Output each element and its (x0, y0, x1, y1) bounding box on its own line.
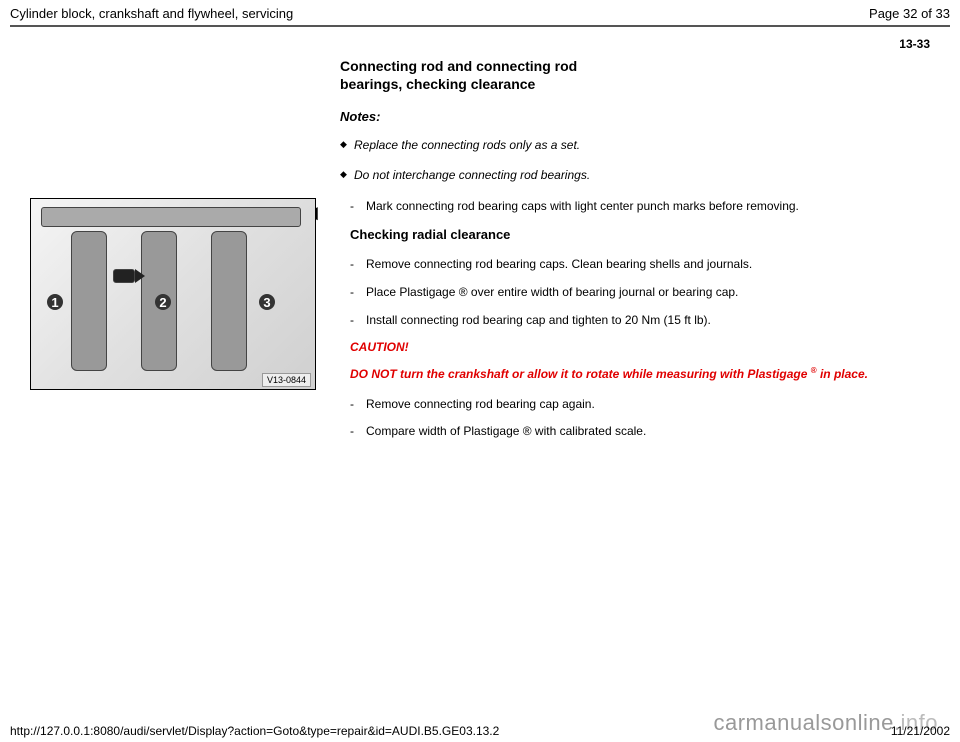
dash-item: Compare width of Plastigage ® with calib… (350, 423, 930, 439)
note-item: Replace the connecting rods only as a se… (340, 138, 930, 152)
intro-dash-list: Mark connecting rod bearing caps with li… (350, 198, 930, 214)
figure-callout-1: 1 (47, 294, 63, 310)
footer-url: http://127.0.0.1:8080/audi/servlet/Displ… (10, 724, 499, 738)
footer-date: 11/21/2002 (891, 724, 950, 738)
dash-item: Install connecting rod bearing cap and t… (350, 312, 930, 328)
caution-text-part2: in place. (817, 367, 868, 381)
page-header: Cylinder block, crankshaft and flywheel,… (0, 0, 960, 25)
section-title-line2: bearings, checking clearance (340, 76, 535, 92)
figure-text-row: ◄ 1 2 3 V13-0844 Mark connecting rod bea… (30, 198, 930, 448)
caution-text: DO NOT turn the crankshaft or allow it t… (350, 366, 930, 382)
figure-column: ◄ 1 2 3 V13-0844 (30, 198, 330, 390)
dash-item: Remove connecting rod bearing caps. Clea… (350, 256, 930, 272)
caution-label: CAUTION! (350, 340, 930, 354)
notes-list: Replace the connecting rods only as a se… (340, 138, 930, 182)
steps-b-list: Remove connecting rod bearing cap again.… (350, 396, 930, 438)
figure-callout-3: 3 (259, 294, 275, 310)
dash-item: Mark connecting rod bearing caps with li… (350, 198, 930, 214)
caution-text-part1: DO NOT turn the crankshaft or allow it t… (350, 367, 811, 381)
checking-heading: Checking radial clearance (350, 227, 930, 242)
content-area: Connecting rod and connecting rod bearin… (0, 57, 960, 449)
page-code: 13-33 (0, 27, 960, 57)
dash-item: Place Plastigage ® over entire width of … (350, 284, 930, 300)
figure-id-label: V13-0844 (262, 373, 311, 387)
notes-label: Notes: (340, 109, 930, 124)
section-title-line1: Connecting rod and connecting rod (340, 58, 577, 74)
header-title: Cylinder block, crankshaft and flywheel,… (10, 6, 293, 21)
header-page-number: Page 32 of 33 (869, 6, 950, 21)
page-footer: http://127.0.0.1:8080/audi/servlet/Displ… (0, 724, 960, 738)
dash-item: Remove connecting rod bearing cap again. (350, 396, 930, 412)
technical-figure: 1 2 3 V13-0844 (30, 198, 316, 390)
section-title: Connecting rod and connecting rod bearin… (340, 57, 930, 93)
text-column: Mark connecting rod bearing caps with li… (330, 198, 930, 448)
note-item: Do not interchange connecting rod bearin… (340, 168, 930, 182)
steps-a-list: Remove connecting rod bearing caps. Clea… (350, 256, 930, 329)
